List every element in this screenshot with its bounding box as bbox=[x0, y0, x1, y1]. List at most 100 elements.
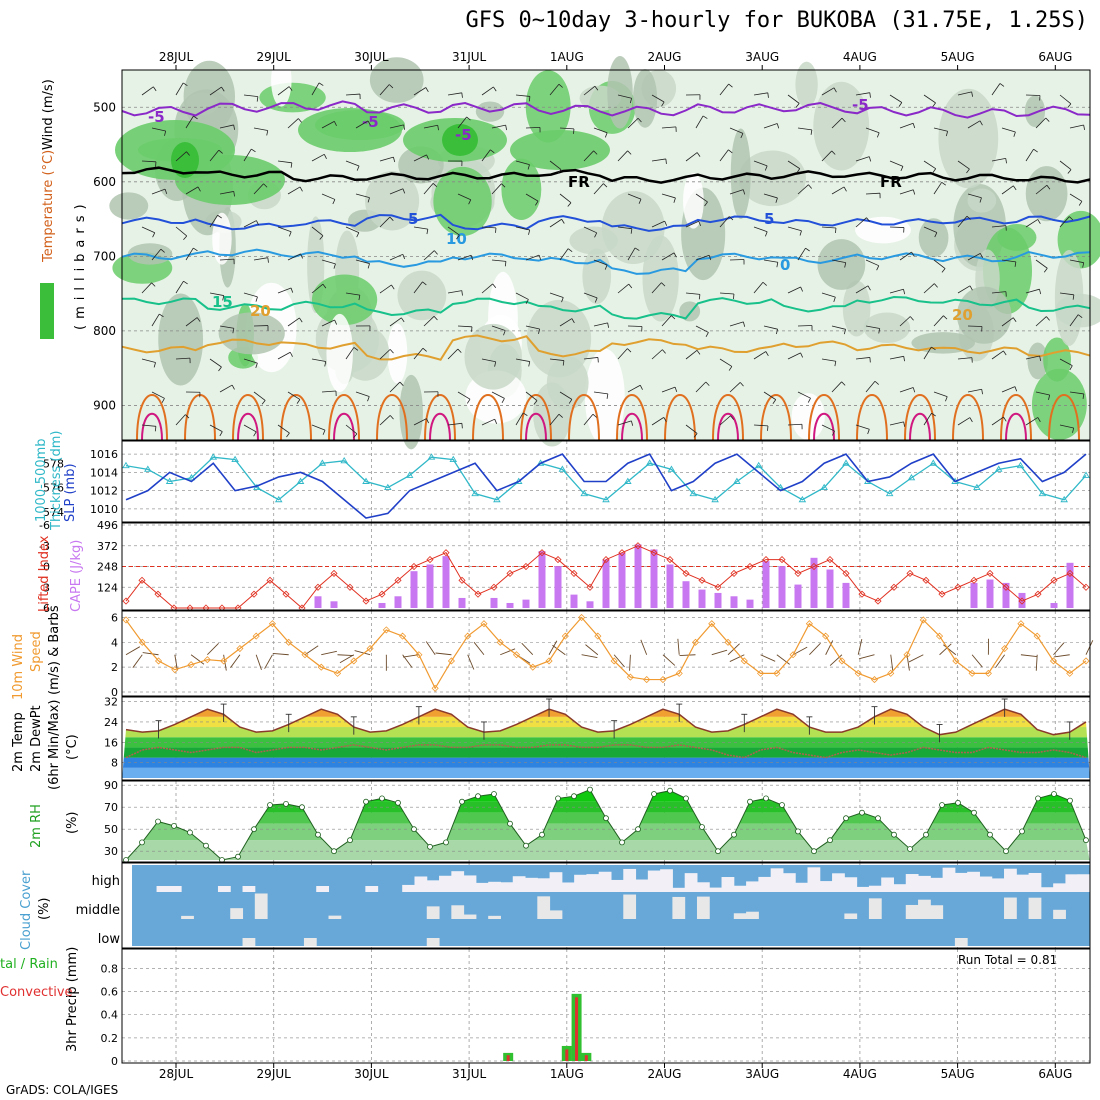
wind10m-point bbox=[643, 676, 651, 684]
cloud-high-clear bbox=[660, 869, 673, 892]
wind-barb-flag bbox=[796, 168, 801, 173]
temp-label-1: 2m Temp bbox=[11, 712, 26, 772]
wind10m-barb bbox=[995, 654, 1006, 669]
panel-frame-upper-air bbox=[121, 69, 1091, 441]
wind-barb bbox=[559, 248, 569, 261]
wind10m-barb bbox=[971, 654, 983, 668]
wind-barb bbox=[277, 351, 291, 360]
pressure-tick-label: 500 bbox=[93, 100, 116, 114]
wind-barb-flag bbox=[867, 285, 871, 291]
wind-barb-flag bbox=[1082, 262, 1085, 268]
rh2m-point bbox=[571, 793, 577, 800]
wind-barb bbox=[855, 92, 870, 96]
wind-barb-flag bbox=[594, 85, 599, 91]
temp-tick-label: 16 bbox=[104, 736, 118, 749]
wind10m-point bbox=[268, 620, 277, 628]
wind-barb-flag bbox=[164, 189, 168, 194]
wind-barb-flag bbox=[705, 332, 709, 338]
wind-barb bbox=[457, 325, 473, 328]
wind-barb-flag bbox=[728, 366, 733, 371]
wind-barb bbox=[923, 94, 936, 104]
wind-barb bbox=[899, 387, 914, 393]
wind-barb bbox=[141, 282, 152, 294]
wind-barb bbox=[549, 160, 562, 170]
cloud-high-clear bbox=[856, 886, 870, 892]
rh2m-point bbox=[875, 815, 881, 822]
wind-barb bbox=[583, 85, 596, 96]
lifted-index-point bbox=[634, 542, 642, 550]
rh2m-point bbox=[923, 831, 929, 838]
wind-barb bbox=[355, 391, 370, 397]
wind10m-point bbox=[301, 651, 309, 659]
date-tick-top: 29JUL bbox=[257, 50, 292, 64]
wind-barb bbox=[457, 254, 472, 261]
wind-barb-flag bbox=[764, 165, 768, 171]
wind-barb-flag bbox=[606, 393, 609, 399]
lifted-index-point bbox=[698, 576, 706, 584]
wind10m-point bbox=[805, 620, 813, 628]
rh2m-point bbox=[1051, 791, 1057, 797]
temperature-contour-30 bbox=[621, 412, 643, 441]
wind-barb bbox=[1069, 259, 1084, 264]
rh2m-point bbox=[187, 829, 193, 836]
wind10m-point bbox=[968, 669, 976, 677]
contour-label: -5 bbox=[362, 113, 379, 131]
wind-barb-flag bbox=[876, 132, 880, 138]
wind-barb bbox=[661, 193, 676, 199]
wind-barb-flag bbox=[775, 329, 779, 335]
thickness-point bbox=[274, 495, 283, 503]
lifted-index-point bbox=[122, 597, 130, 605]
cloud-high-clear bbox=[414, 876, 428, 892]
wind-barb-flag bbox=[466, 398, 471, 404]
wind-barb-flag bbox=[696, 152, 701, 157]
cape-bar bbox=[490, 597, 498, 608]
rh-shade bbox=[863, 312, 911, 343]
cape-bar bbox=[746, 599, 754, 608]
wind-barb-flag bbox=[810, 129, 813, 135]
rh2m-point bbox=[539, 831, 545, 838]
cape-bar bbox=[826, 569, 834, 608]
rh2m-point bbox=[683, 795, 689, 802]
wind-barb bbox=[515, 292, 529, 300]
wind-barb bbox=[1001, 259, 1016, 263]
wind-barb-flag bbox=[422, 347, 427, 352]
thickness-point bbox=[907, 473, 916, 481]
wind-label-1: 10m Wind bbox=[11, 634, 26, 700]
wind-barb-flag bbox=[634, 247, 640, 251]
rh2m-point bbox=[491, 791, 497, 797]
wind-barb bbox=[379, 216, 391, 228]
wind-barb-flag bbox=[571, 318, 575, 324]
wind-barb bbox=[991, 350, 1004, 360]
wind-barb-flag bbox=[217, 214, 222, 219]
wind-barb-flag bbox=[266, 130, 269, 136]
wind-barb-flag bbox=[739, 382, 744, 387]
thickness-point bbox=[558, 465, 567, 472]
wind-barb bbox=[141, 424, 156, 427]
cape-bar bbox=[522, 599, 530, 608]
rh-moist-zone bbox=[175, 155, 285, 205]
wind10m-barb bbox=[304, 645, 319, 656]
cape-bar bbox=[666, 564, 674, 608]
rh2m-point bbox=[795, 828, 801, 835]
rh2m-point bbox=[283, 801, 289, 807]
wind-barb bbox=[729, 382, 741, 393]
wind-barb bbox=[651, 158, 666, 162]
wind-barb bbox=[141, 86, 154, 96]
cloud-high-clear bbox=[598, 871, 612, 892]
cloud-high-clear bbox=[316, 886, 330, 892]
cloud-high-clear bbox=[1040, 887, 1054, 892]
wind-barb bbox=[447, 92, 462, 96]
wind-barb-flag bbox=[289, 352, 293, 357]
wind-barb-flag bbox=[426, 418, 429, 424]
thickness-point bbox=[493, 495, 501, 503]
wind-barb bbox=[991, 83, 1001, 96]
wind-barb bbox=[685, 152, 698, 162]
wind10m-point bbox=[399, 632, 407, 640]
wind-barb-flag bbox=[835, 227, 837, 234]
wind-barb-flag bbox=[193, 247, 198, 252]
cape-bar bbox=[458, 597, 466, 608]
rh-shade bbox=[212, 212, 232, 265]
wind-barb-flag bbox=[740, 133, 744, 139]
wind-barb bbox=[763, 193, 778, 199]
rh-shade bbox=[842, 280, 871, 337]
